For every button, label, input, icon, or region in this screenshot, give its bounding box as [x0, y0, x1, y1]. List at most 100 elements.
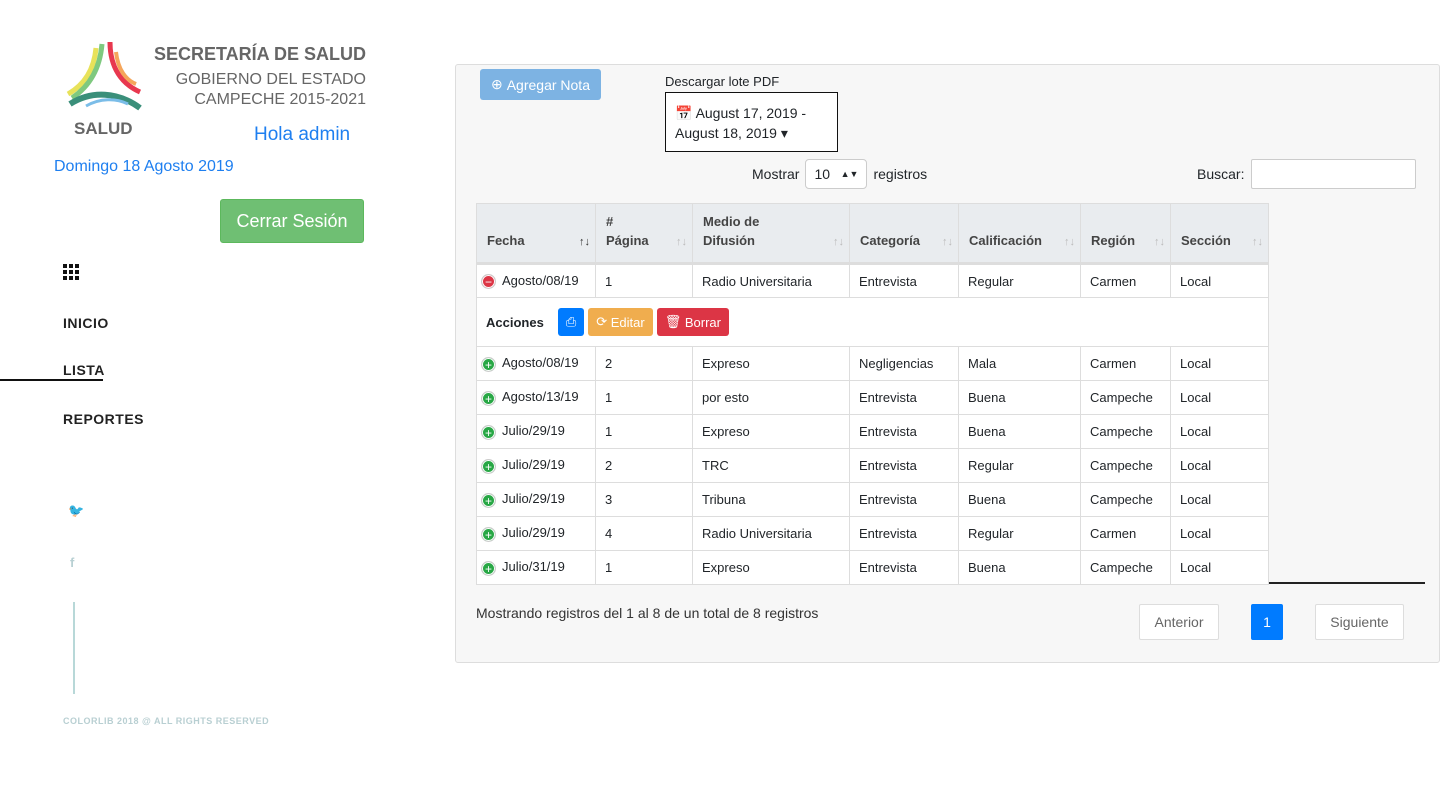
- table-cell: Radio Universitaria: [692, 263, 850, 298]
- column-header[interactable]: Fecha ↑↓: [476, 203, 596, 265]
- table-cell: Local: [1170, 346, 1269, 381]
- cell-value: 3: [605, 492, 613, 507]
- nav-inicio[interactable]: INICIO: [63, 315, 109, 331]
- column-header[interactable]: Categoría ↑↓: [849, 203, 959, 265]
- twitter-icon[interactable]: 🐦: [68, 503, 85, 518]
- column-header[interactable]: # Página ↑↓: [595, 203, 693, 265]
- cell-value: 1: [605, 273, 613, 289]
- collapse-row-icon[interactable]: −: [481, 274, 496, 290]
- column-header[interactable]: Sección ↑↓: [1170, 203, 1269, 265]
- cell-value: 1: [605, 390, 613, 405]
- current-date: Domingo 18 Agosto 2019: [54, 158, 234, 175]
- caret-down-icon: ▾: [780, 125, 788, 141]
- table-cell: Local: [1170, 550, 1269, 585]
- cell-value: Julio/29/19: [502, 457, 565, 473]
- org-title: SECRETARÍA DE SALUD: [153, 44, 366, 64]
- cell-value: Campeche: [1090, 424, 1153, 439]
- cell-value: Entrevista: [859, 492, 917, 507]
- header-line-2: Región: [1091, 233, 1136, 248]
- org-sub1: GOBIERNO DEL ESTADO: [175, 71, 366, 88]
- delete-button[interactable]: 🗑 Borrar: [656, 308, 729, 336]
- copyright: COLORLIB 2018 @ ALL RIGHTS RESERVED: [63, 716, 270, 726]
- table-cell: Local: [1170, 414, 1269, 449]
- nav-reportes[interactable]: REPORTES: [63, 411, 145, 427]
- facebook-icon[interactable]: f: [70, 555, 75, 570]
- sort-icon: ↑↓: [1252, 236, 1263, 248]
- add-note-button[interactable]: ⊕ Agregar Nota: [480, 69, 601, 100]
- cell-value: Expreso: [702, 356, 750, 371]
- logout-button[interactable]: Cerrar Sesión: [220, 199, 364, 243]
- cell-value: 1: [605, 560, 613, 575]
- expand-row-icon[interactable]: +: [481, 424, 496, 440]
- page-1-button[interactable]: 1: [1251, 604, 1283, 640]
- table-cell: 2: [595, 346, 693, 381]
- cell-value: Agosto/08/19: [502, 272, 579, 288]
- pdf-button[interactable]: ⎙: [557, 308, 585, 336]
- cell-value: Local: [1180, 273, 1212, 289]
- table-row: + Agosto/08/19 2 Expreso Negligencias Mala Car…: [476, 346, 1269, 381]
- date-range-picker[interactable]: 📅 August 17, 2019 - August 18, 2019 ▾: [665, 92, 838, 152]
- cell-value: Campeche: [1090, 390, 1153, 405]
- page-length-control: Mostrar 10 ▲▼ registros: [752, 159, 927, 189]
- next-page-button[interactable]: Siguiente: [1315, 604, 1404, 640]
- table-cell: 1: [595, 263, 693, 298]
- expand-row-icon[interactable]: +: [481, 390, 496, 406]
- cell-value: Regular: [968, 526, 1014, 541]
- date-range-start: August 17, 2019 -: [695, 105, 807, 121]
- table-cell: Regular: [958, 516, 1081, 551]
- actions-row: Acciones ⎙ ⟳ Editar 🗑 Borrar: [476, 297, 1269, 347]
- search-control: Buscar:: [1197, 159, 1417, 189]
- table-cell: Entrevista: [849, 448, 959, 483]
- active-nav-indicator: [0, 379, 103, 381]
- header-line-2: Difusión: [703, 233, 755, 248]
- cell-value: Negligencias: [859, 356, 934, 371]
- cell-value: Agosto/13/19: [502, 389, 579, 405]
- edit-button[interactable]: ⟳ Editar: [588, 308, 653, 336]
- cell-value: Carmen: [1090, 526, 1137, 541]
- cell-value: Entrevista: [859, 273, 917, 289]
- date-range-end: August 18, 2019: [675, 125, 777, 141]
- table-cell: 3: [595, 482, 693, 517]
- table-row: + Julio/29/19 3 Tribuna Entrevista Buena Campe…: [476, 482, 1269, 517]
- page-length-select[interactable]: 10 ▲▼: [805, 159, 868, 189]
- updown-icon: ▲▼: [840, 169, 859, 179]
- table-cell: Buena: [958, 550, 1081, 585]
- table-cell: Local: [1170, 482, 1269, 517]
- table-cell: Campeche: [1080, 482, 1171, 517]
- column-header[interactable]: Medio de Difusión ↑↓: [692, 203, 850, 265]
- expand-row-icon[interactable]: +: [481, 492, 496, 508]
- prev-page-button[interactable]: Anterior: [1139, 604, 1219, 640]
- sort-icon: ↑↓: [1154, 236, 1165, 248]
- table-row: − Agosto/08/19 1 Radio Universitaria Entrevi…: [476, 263, 1269, 298]
- header-line-2: Categoría: [860, 233, 920, 248]
- column-header[interactable]: Calificación ↑↓: [958, 203, 1081, 265]
- cell-value: Julio/29/19: [502, 423, 565, 439]
- cell-value: Local: [1180, 526, 1212, 541]
- show-label: Mostrar: [752, 166, 800, 182]
- expand-row-icon[interactable]: +: [481, 526, 496, 542]
- sort-icon: ↑↓: [676, 236, 687, 248]
- cell-value: Regular: [968, 273, 1014, 289]
- cell-value: Local: [1180, 356, 1212, 371]
- cell-value: Buena: [968, 424, 1006, 439]
- table-cell: Entrevista: [849, 380, 959, 415]
- table-cell: Tribuna: [692, 482, 850, 517]
- grid-menu-icon[interactable]: [63, 264, 79, 280]
- expand-row-icon[interactable]: +: [481, 458, 496, 474]
- cell-value: Carmen: [1090, 273, 1137, 289]
- logo-text: SALUD: [74, 119, 133, 138]
- expand-row-icon[interactable]: +: [481, 356, 496, 372]
- column-header[interactable]: Región ↑↓: [1080, 203, 1171, 265]
- table-cell: Local: [1170, 516, 1269, 551]
- nav-lista[interactable]: LISTA: [63, 362, 105, 378]
- search-input[interactable]: [1251, 159, 1417, 189]
- table-cell: + Julio/29/19: [476, 482, 596, 517]
- header-line-2: Página: [606, 233, 649, 248]
- table-cell: Campeche: [1080, 414, 1171, 449]
- table-cell: Local: [1170, 448, 1269, 483]
- expand-row-icon[interactable]: +: [481, 560, 496, 576]
- divider: [73, 602, 75, 694]
- cell-value: Campeche: [1090, 458, 1153, 473]
- cell-value: por esto: [702, 390, 749, 405]
- cell-value: Regular: [968, 458, 1014, 473]
